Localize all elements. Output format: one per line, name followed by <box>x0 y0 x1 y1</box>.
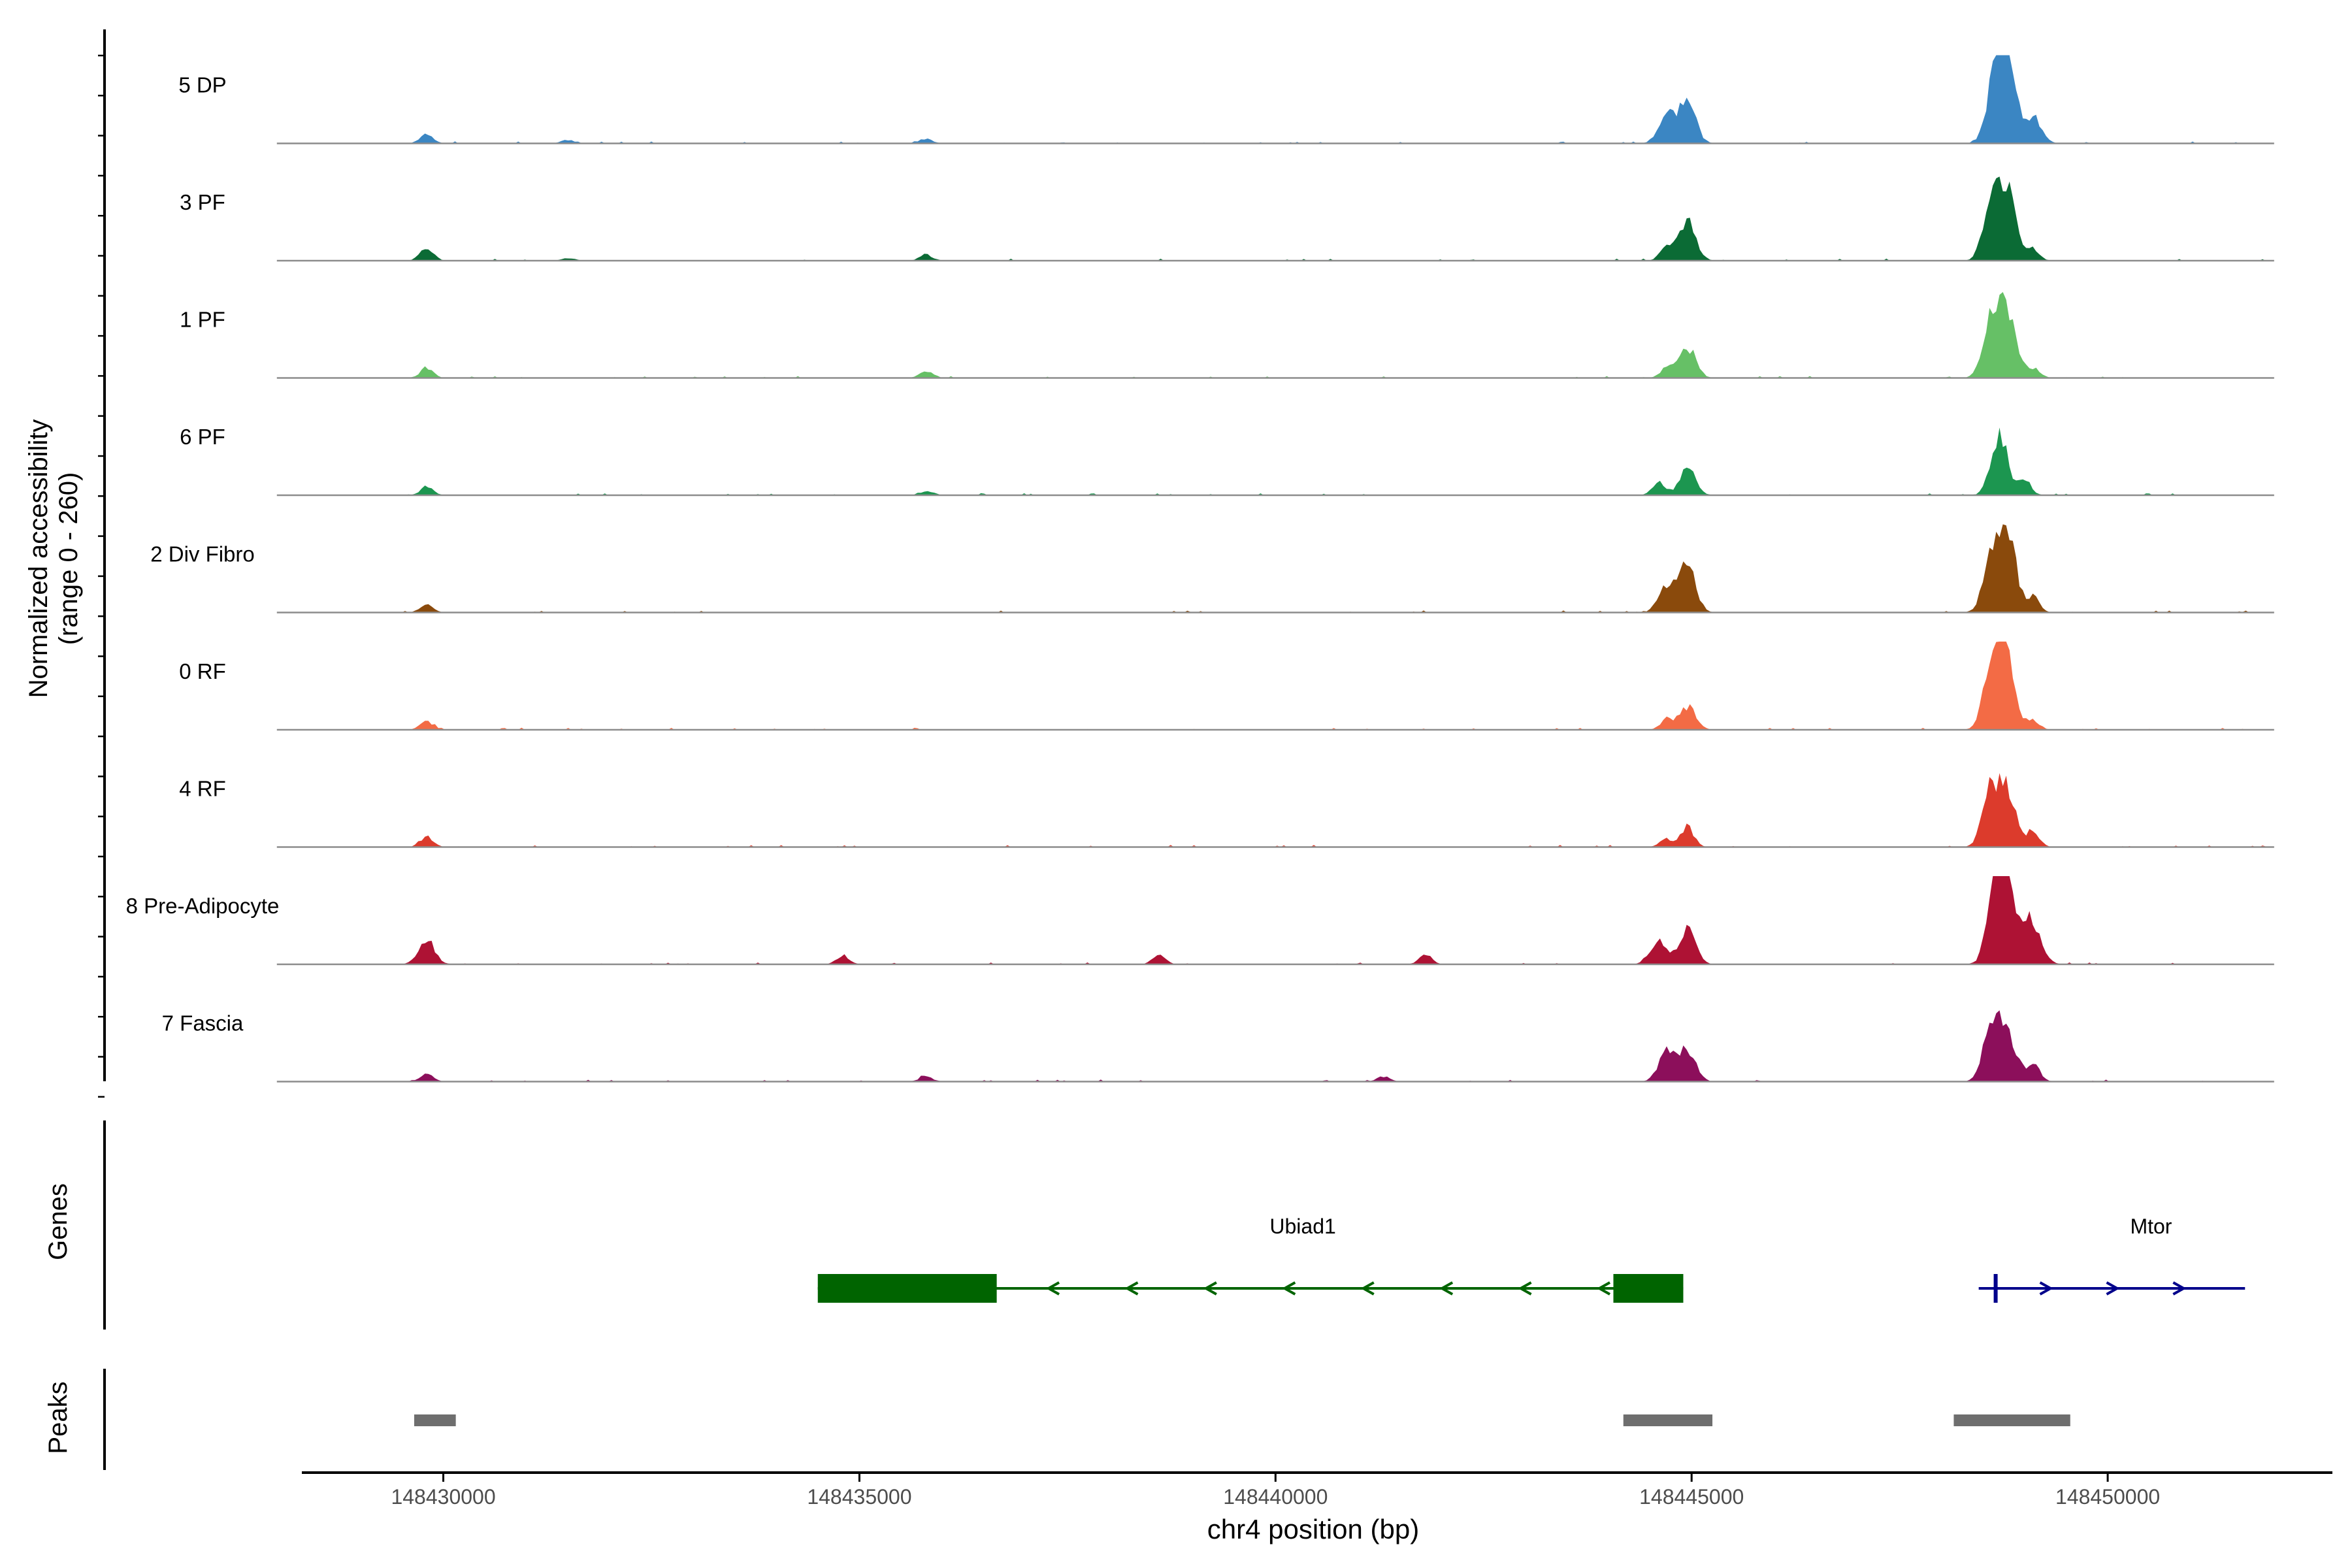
track-1: 3 PF <box>180 176 2274 262</box>
track-3: 6 PF <box>180 425 2274 497</box>
gene-label: Ubiad1 <box>1269 1215 1335 1238</box>
track-6: 4 RF <box>179 773 2274 848</box>
track-label: 0 RF <box>179 659 226 683</box>
x-tick-label: 148435000 <box>807 1485 911 1509</box>
gene-exon <box>817 1274 997 1303</box>
strand-arrow <box>2039 1281 2053 1296</box>
gene-label: Mtor <box>2130 1215 2172 1238</box>
axes: 148430000 148435000 148440000 148445000 1484… <box>98 29 2332 1509</box>
series-area <box>276 176 2266 261</box>
strand-arrow <box>1518 1281 1532 1296</box>
strand-arrow <box>1203 1281 1217 1296</box>
x-tick-label: 148450000 <box>2055 1485 2160 1509</box>
x-tick-label: 148440000 <box>1223 1485 1328 1509</box>
x-tick-label: 148430000 <box>391 1485 495 1509</box>
track-4: 2 Div Fibro <box>150 524 2274 613</box>
track-label: 4 RF <box>179 777 226 801</box>
track-label: 2 Div Fibro <box>150 542 255 566</box>
strand-arrow <box>1045 1281 1060 1296</box>
peaks-track-label: Peaks <box>44 1381 73 1454</box>
track-label: 7 Fascia <box>162 1011 244 1036</box>
strand-arrow <box>2172 1281 2187 1296</box>
series-area <box>276 1010 2266 1082</box>
strand-arrow <box>1360 1281 1375 1296</box>
track-label: 1 PF <box>180 308 225 332</box>
gene-ubiad1: Ubiad1 <box>817 1215 1684 1303</box>
y-axis-title-line1: Normalized accessibility <box>24 419 53 698</box>
coverage-tracks: 5 DP 3 PF 1 PF 6 PF 2 Div Fibro 0 RF 4 RF 8 Pre… <box>126 55 2274 1083</box>
track-label: 5 DP <box>178 73 226 97</box>
strand-arrow <box>1439 1281 1454 1296</box>
track-label: 8 Pre-Adipocyte <box>126 894 280 918</box>
track-label: 6 PF <box>180 425 225 449</box>
track-0: 5 DP <box>178 55 2274 144</box>
genes-track-label: Genes <box>44 1183 73 1260</box>
gene-exon <box>1993 1274 1998 1303</box>
series-area <box>276 773 2266 847</box>
series-area <box>276 642 2266 730</box>
gene-exon <box>1613 1274 1684 1303</box>
series-area <box>276 55 2266 144</box>
strand-arrow <box>1124 1281 1139 1296</box>
x-axis-title: chr4 position (bp) <box>1207 1514 1420 1544</box>
track-8: 7 Fascia <box>162 1010 2274 1083</box>
track-5: 0 RF <box>179 642 2274 731</box>
track-2: 1 PF <box>180 292 2274 379</box>
y-axis-title-line2: (range 0 - 260) <box>54 472 83 645</box>
peak-region <box>414 1414 456 1426</box>
strand-arrow <box>1282 1281 1296 1296</box>
x-tick-label: 148445000 <box>1639 1485 1744 1509</box>
track-7: 8 Pre-Adipocyte <box>126 876 2274 966</box>
peak-region <box>1623 1414 1713 1426</box>
gene-track: Ubiad1 Mtor <box>817 1215 2246 1303</box>
series-area <box>276 427 2266 495</box>
strand-arrow <box>1596 1281 1611 1296</box>
gene-mtor: Mtor <box>1978 1215 2246 1303</box>
peak-track <box>414 1414 2070 1426</box>
series-area <box>276 292 2266 378</box>
strand-arrow <box>2106 1281 2120 1296</box>
peak-region <box>1953 1414 2070 1426</box>
series-area <box>276 524 2266 613</box>
track-label: 3 PF <box>180 190 225 214</box>
series-area <box>276 876 2266 964</box>
